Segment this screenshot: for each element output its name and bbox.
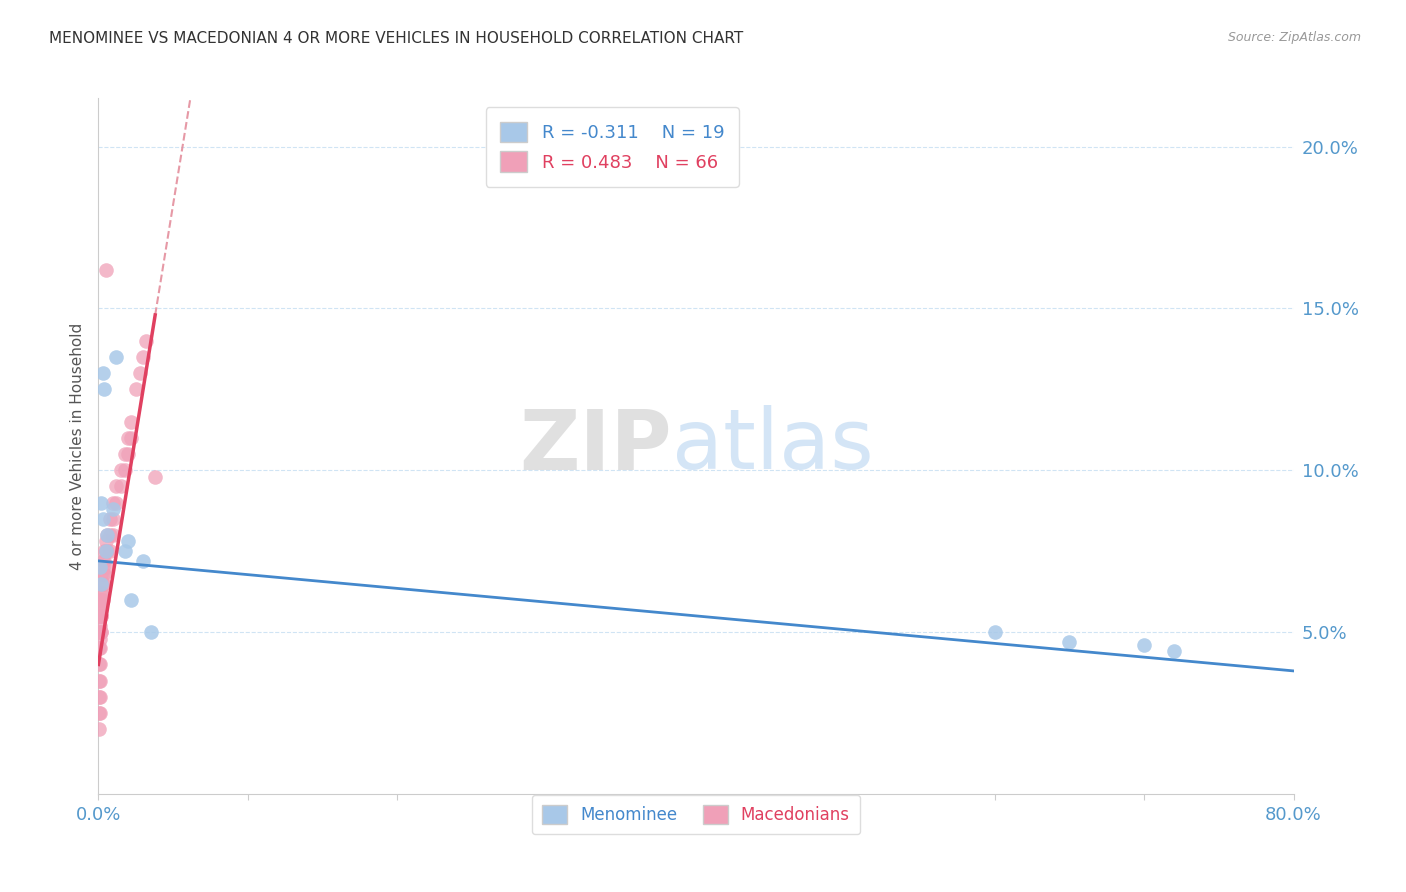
Point <box>94 534 117 549</box>
Point <box>91 592 114 607</box>
Point <box>89 706 111 720</box>
Point <box>93 544 115 558</box>
Point <box>117 447 139 461</box>
Point <box>105 350 128 364</box>
Point <box>110 463 132 477</box>
Point <box>93 576 115 591</box>
Point <box>91 554 114 568</box>
Point <box>91 566 114 581</box>
Point <box>89 722 111 736</box>
Point <box>89 560 111 574</box>
Point <box>90 592 112 607</box>
Text: Source: ZipAtlas.com: Source: ZipAtlas.com <box>1227 31 1361 45</box>
Point <box>89 690 111 704</box>
Point <box>89 641 111 656</box>
Point <box>132 350 155 364</box>
Point <box>110 479 132 493</box>
Point <box>98 544 122 558</box>
Point <box>90 608 112 623</box>
Point <box>120 592 142 607</box>
Point <box>89 657 111 672</box>
Point <box>1133 638 1156 652</box>
Point <box>135 334 157 348</box>
Point <box>90 625 112 640</box>
Point <box>89 608 111 623</box>
Point <box>89 599 111 614</box>
Text: atlas: atlas <box>672 406 873 486</box>
Point <box>90 495 112 509</box>
Point <box>91 512 114 526</box>
Point <box>129 366 152 380</box>
Point <box>1163 644 1185 658</box>
Point <box>89 706 111 720</box>
Point <box>90 599 112 614</box>
Text: ZIP: ZIP <box>520 406 672 486</box>
Point <box>90 566 112 581</box>
Point <box>89 673 111 688</box>
Point <box>90 586 112 600</box>
Point <box>103 512 125 526</box>
Point <box>143 469 166 483</box>
Point <box>89 657 111 672</box>
Point <box>117 534 139 549</box>
Point <box>89 608 111 623</box>
Point <box>93 566 115 581</box>
Point <box>94 544 117 558</box>
Point <box>96 528 118 542</box>
Point <box>90 586 112 600</box>
Point <box>96 544 118 558</box>
Point <box>91 366 114 380</box>
Legend: Menominee, Macedonians: Menominee, Macedonians <box>531 795 860 834</box>
Point <box>120 431 142 445</box>
Point <box>117 431 139 445</box>
Point <box>90 576 112 591</box>
Point <box>103 495 125 509</box>
Point <box>984 625 1007 640</box>
Point <box>90 608 112 623</box>
Point <box>93 554 115 568</box>
Point <box>89 618 111 632</box>
Point <box>89 641 111 656</box>
Point <box>96 528 118 542</box>
Point <box>139 625 162 640</box>
Point <box>90 599 112 614</box>
Point <box>89 673 111 688</box>
Point <box>120 415 142 429</box>
Point <box>103 528 125 542</box>
Point <box>132 554 155 568</box>
Point <box>89 592 111 607</box>
Point <box>114 544 136 558</box>
Point <box>89 625 111 640</box>
Point <box>105 479 128 493</box>
Point <box>89 632 111 646</box>
Point <box>94 544 117 558</box>
Point <box>114 463 136 477</box>
Point <box>125 383 148 397</box>
Point <box>103 502 125 516</box>
Point <box>89 690 111 704</box>
Text: MENOMINEE VS MACEDONIAN 4 OR MORE VEHICLES IN HOUSEHOLD CORRELATION CHART: MENOMINEE VS MACEDONIAN 4 OR MORE VEHICL… <box>49 31 744 46</box>
Point <box>94 560 117 574</box>
Point <box>98 528 122 542</box>
Y-axis label: 4 or more Vehicles in Household: 4 or more Vehicles in Household <box>69 322 84 570</box>
Point <box>93 383 115 397</box>
Point <box>91 560 114 574</box>
Point <box>105 495 128 509</box>
Point <box>90 625 112 640</box>
Point <box>98 512 122 526</box>
Point <box>1059 634 1081 648</box>
Point <box>114 447 136 461</box>
Point <box>94 262 117 277</box>
Point <box>91 576 114 591</box>
Point <box>90 576 112 591</box>
